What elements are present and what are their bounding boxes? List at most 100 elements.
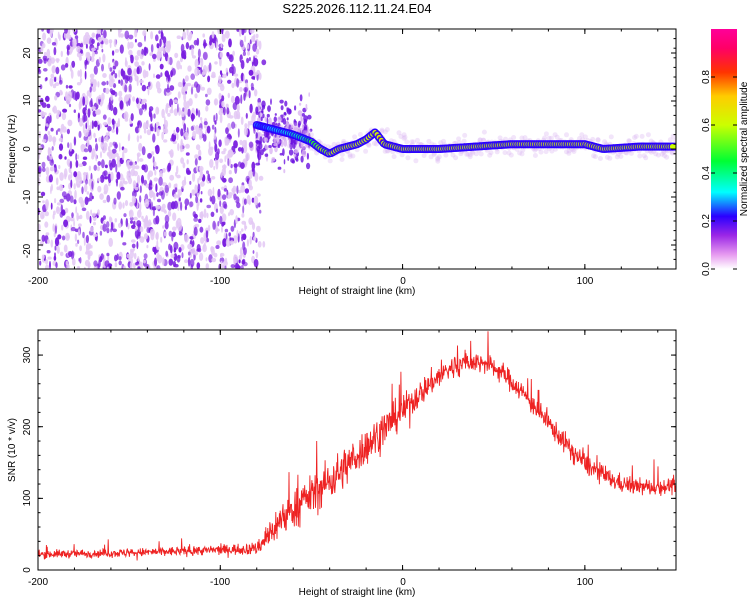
spectrogram-noise-blob: [219, 200, 222, 208]
spectrogram-noise-blob: [173, 99, 179, 104]
spectrogram-noise-blob: [141, 215, 144, 220]
spectrogram-transition-blob: [301, 149, 307, 158]
spectrogram-halo: [662, 153, 668, 159]
spectrogram-noise-blob: [148, 81, 151, 87]
spectrogram-halo: [626, 138, 632, 144]
spectrogram-noise-blob: [86, 90, 91, 97]
spectrogram-noise-blob: [221, 225, 223, 233]
spectrogram-noise-blob: [101, 48, 104, 53]
spectrogram-noise-blob: [90, 209, 92, 215]
spectrogram-halo: [428, 154, 434, 160]
spectrogram-noise-blob: [76, 212, 79, 221]
spectrogram-noise-blob: [104, 164, 108, 169]
spectrogram-noise-blob: [134, 55, 139, 61]
spectrogram-noise-blob: [161, 46, 164, 52]
spectrogram-halo: [456, 136, 462, 142]
spectrogram-noise-blob: [182, 49, 187, 59]
spectrogram-noise-blob: [219, 205, 224, 215]
spectrogram-noise-blob: [133, 220, 136, 226]
spectrogram-halo: [327, 158, 333, 164]
spectrogram-noise-blob: [225, 67, 228, 73]
spectrogram-noise-blob: [129, 202, 134, 207]
spectrogram-noise-blob: [145, 215, 149, 223]
spectrogram-noise-blob: [132, 180, 137, 189]
spectrogram-halo: [517, 150, 523, 156]
spectrogram-noise-blob: [180, 43, 185, 53]
spectrogram-noise-blob: [92, 233, 98, 237]
spectrogram-noise-blob: [162, 36, 167, 44]
spectrogram-noise-blob: [55, 130, 58, 136]
spectrogram-transition-blob: [292, 143, 296, 150]
spectrogram-noise-blob: [44, 221, 49, 228]
spectrogram-noise-blob: [224, 228, 229, 233]
spectrogram-noise-blob: [110, 90, 116, 96]
spectrogram-noise-blob: [149, 123, 153, 132]
spectrogram-noise-blob: [148, 63, 151, 71]
spectrogram-transition-blob: [255, 132, 258, 139]
spectrogram-noise-blob: [170, 152, 174, 157]
spectrogram-noise-blob: [253, 258, 259, 268]
spectrogram-noise-blob: [167, 74, 170, 82]
spectrogram-noise-blob: [139, 135, 142, 139]
spectrogram-halo: [413, 158, 419, 164]
spectrogram-noise-blob: [45, 77, 48, 81]
spectrogram-noise-blob: [176, 35, 181, 39]
spectrogram-noise-blob: [214, 61, 218, 65]
spectrogram-noise-blob: [124, 30, 130, 40]
spectrogram-noise-blob: [50, 202, 53, 210]
spectrogram-noise-blob: [49, 158, 55, 166]
spectrogram-noise-blob: [211, 31, 215, 39]
spectrogram-halo: [443, 152, 449, 158]
spectrogram-halo: [339, 157, 345, 162]
spectrogram-noise-blob: [186, 170, 192, 175]
spectrogram-noise-blob: [133, 252, 137, 260]
spectrogram-noise-blob: [177, 91, 181, 99]
spectrogram-noise-blob: [256, 225, 261, 233]
spectrogram-noise-blob: [205, 105, 209, 112]
spectrogram-noise-blob: [57, 234, 62, 240]
spectrogram-noise-blob: [184, 75, 189, 82]
spectrogram-marks: [38, 29, 676, 269]
spectrogram-transition-blob: [291, 160, 295, 164]
spectrogram-noise-blob: [248, 69, 254, 76]
spectrogram-halo: [639, 133, 645, 139]
spectrogram-noise-blob: [198, 149, 202, 157]
spectrogram-noise-blob: [77, 228, 81, 236]
spectrogram-noise-blob: [120, 68, 124, 77]
figure-title: S225.2026.112.11.24.E04: [282, 1, 431, 16]
spectrogram-halo: [398, 134, 404, 139]
spectrogram-noise-blob: [156, 43, 160, 49]
spectrogram-noise-blob: [187, 65, 192, 72]
spectrogram-noise-blob: [49, 260, 51, 269]
spectrogram-noise-blob: [96, 44, 99, 51]
spectrogram-noise-blob: [185, 143, 190, 149]
spectrogram-noise-blob: [123, 111, 129, 121]
spectrogram-noise-blob: [190, 125, 194, 131]
spectrogram-noise-blob: [78, 117, 84, 127]
spectrogram-halo: [382, 129, 388, 135]
spectrogram-noise-blob: [162, 225, 165, 229]
spectrogram-noise-blob: [120, 186, 125, 191]
spectrogram-noise-blob: [136, 97, 139, 105]
spectrogram-noise-blob: [241, 146, 244, 154]
spectrogram-noise-blob: [157, 87, 162, 94]
spectrogram-noise-blob: [51, 42, 57, 46]
spectrogram-noise-blob: [155, 231, 159, 241]
spectrogram-halo: [402, 134, 408, 140]
spectrogram-halo: [554, 134, 560, 140]
spectrogram-noise-blob: [199, 198, 203, 203]
spectrogram-noise-blob: [39, 211, 45, 220]
spectrogram-noise-blob: [176, 60, 181, 70]
spectrogram-noise-blob: [66, 235, 70, 239]
spectrogram-transition-blob: [273, 137, 277, 144]
spectrogram-noise-blob: [220, 252, 225, 257]
spectrogram-halo: [384, 148, 390, 154]
spectrogram-noise-blob: [213, 165, 216, 171]
spectrogram-noise-blob: [200, 237, 205, 244]
spectrogram-noise-blob: [73, 136, 77, 146]
spectrogram-noise-blob: [182, 31, 187, 40]
spectrogram-noise-blob: [203, 124, 208, 129]
spectrogram-noise-blob: [241, 228, 244, 232]
spectrogram-noise-blob: [47, 256, 52, 260]
spectrogram-noise-blob: [200, 191, 203, 195]
